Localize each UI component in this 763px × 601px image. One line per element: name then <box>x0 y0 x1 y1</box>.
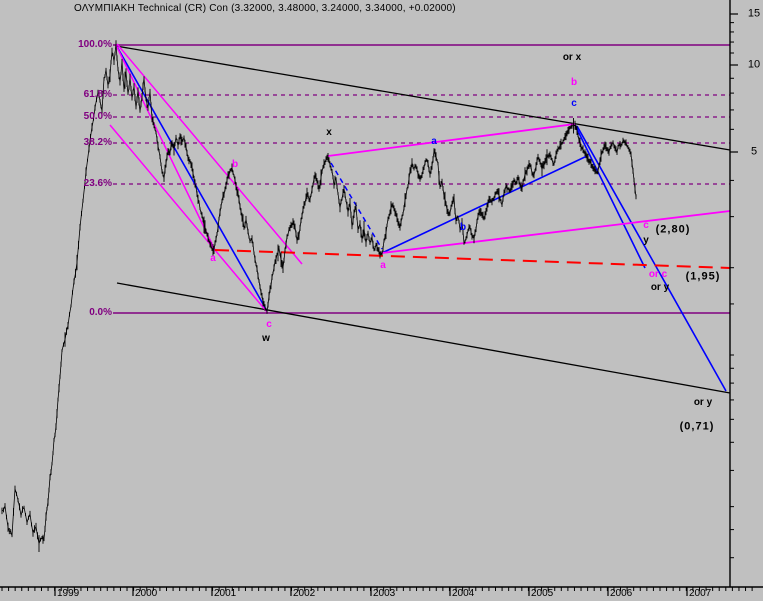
c-drop-blue-projection <box>576 125 727 392</box>
x-axis-label-2004: 2004 <box>452 588 475 599</box>
target-195-red-dashed <box>214 249 731 269</box>
lower-channel-line <box>116 282 731 394</box>
wave-label-3-x: x <box>326 127 332 138</box>
upper-channel-line <box>115 45 731 151</box>
wave-label-12-y: y <box>643 235 649 246</box>
price-series-line <box>1 43 637 546</box>
wave-label-0-or x: or x <box>562 52 582 63</box>
y-axis-label-10: 10 <box>747 58 761 71</box>
decline-2000-blue <box>115 44 268 312</box>
wave-label-15-(1,95): (1,95) <box>685 270 721 283</box>
wx-resistance-magenta <box>327 123 576 157</box>
wave-label-13-(2,80): (2,80) <box>655 223 691 236</box>
fib-label-50.0%: 50.0% <box>83 111 112 122</box>
target-280-magenta <box>381 210 731 254</box>
fib-label-100.0%: 100.0% <box>78 39 112 50</box>
x-axis-label-2006: 2006 <box>610 588 633 599</box>
fib-label-61.8%: 61.8% <box>83 89 112 100</box>
fan-magenta-steep <box>115 44 216 251</box>
wave-label-17-or y: or y <box>693 397 713 408</box>
chart-title: ΟΛΥΜΠΙΑΚΗ Technical (CR) Con (3.32000, 3… <box>74 3 456 14</box>
wave-label-10-b: b <box>459 222 467 233</box>
x-axis-label-2001: 2001 <box>214 588 237 599</box>
c-drop-blue-short <box>574 124 646 269</box>
wave-label-8-w: w <box>262 333 270 344</box>
y-axis-label-15: 15 <box>747 7 761 20</box>
x-axis-label-2005: 2005 <box>531 588 554 599</box>
x-axis-label-1999: 1999 <box>57 588 80 599</box>
wave-label-2-c: c <box>571 98 577 109</box>
wave-label-7-c: c <box>266 319 272 330</box>
wave-label-4-a: a <box>431 136 437 147</box>
wave-label-14-or c: or c <box>648 269 668 280</box>
fan-magenta-lower <box>109 124 268 313</box>
wave-label-18-(0,71): (0,71) <box>679 420 715 433</box>
x-axis-label-2007: 2007 <box>689 588 712 599</box>
b-wave-rise-blue <box>381 155 588 254</box>
fan-magenta-upper <box>116 43 303 265</box>
y-axis-label-5: 5 <box>750 145 758 158</box>
fib-label-23.6%: 23.6% <box>83 178 112 189</box>
x-axis-label-2002: 2002 <box>293 588 316 599</box>
wave-label-6-a: a <box>210 253 216 264</box>
wave-label-1-b: b <box>570 77 578 88</box>
fib-label-0.0%: 0.0% <box>89 307 112 318</box>
x-axis-label-2000: 2000 <box>135 588 158 599</box>
wave-label-5-b: b <box>231 159 239 170</box>
x-decline-blue-dashed <box>330 162 383 250</box>
wave-label-11-c: c <box>643 220 649 231</box>
x-axis-label-2003: 2003 <box>373 588 396 599</box>
wave-label-9-a: a <box>380 260 386 271</box>
fib-label-38.2%: 38.2% <box>83 137 112 148</box>
wave-label-16-or y: or y <box>650 282 670 293</box>
